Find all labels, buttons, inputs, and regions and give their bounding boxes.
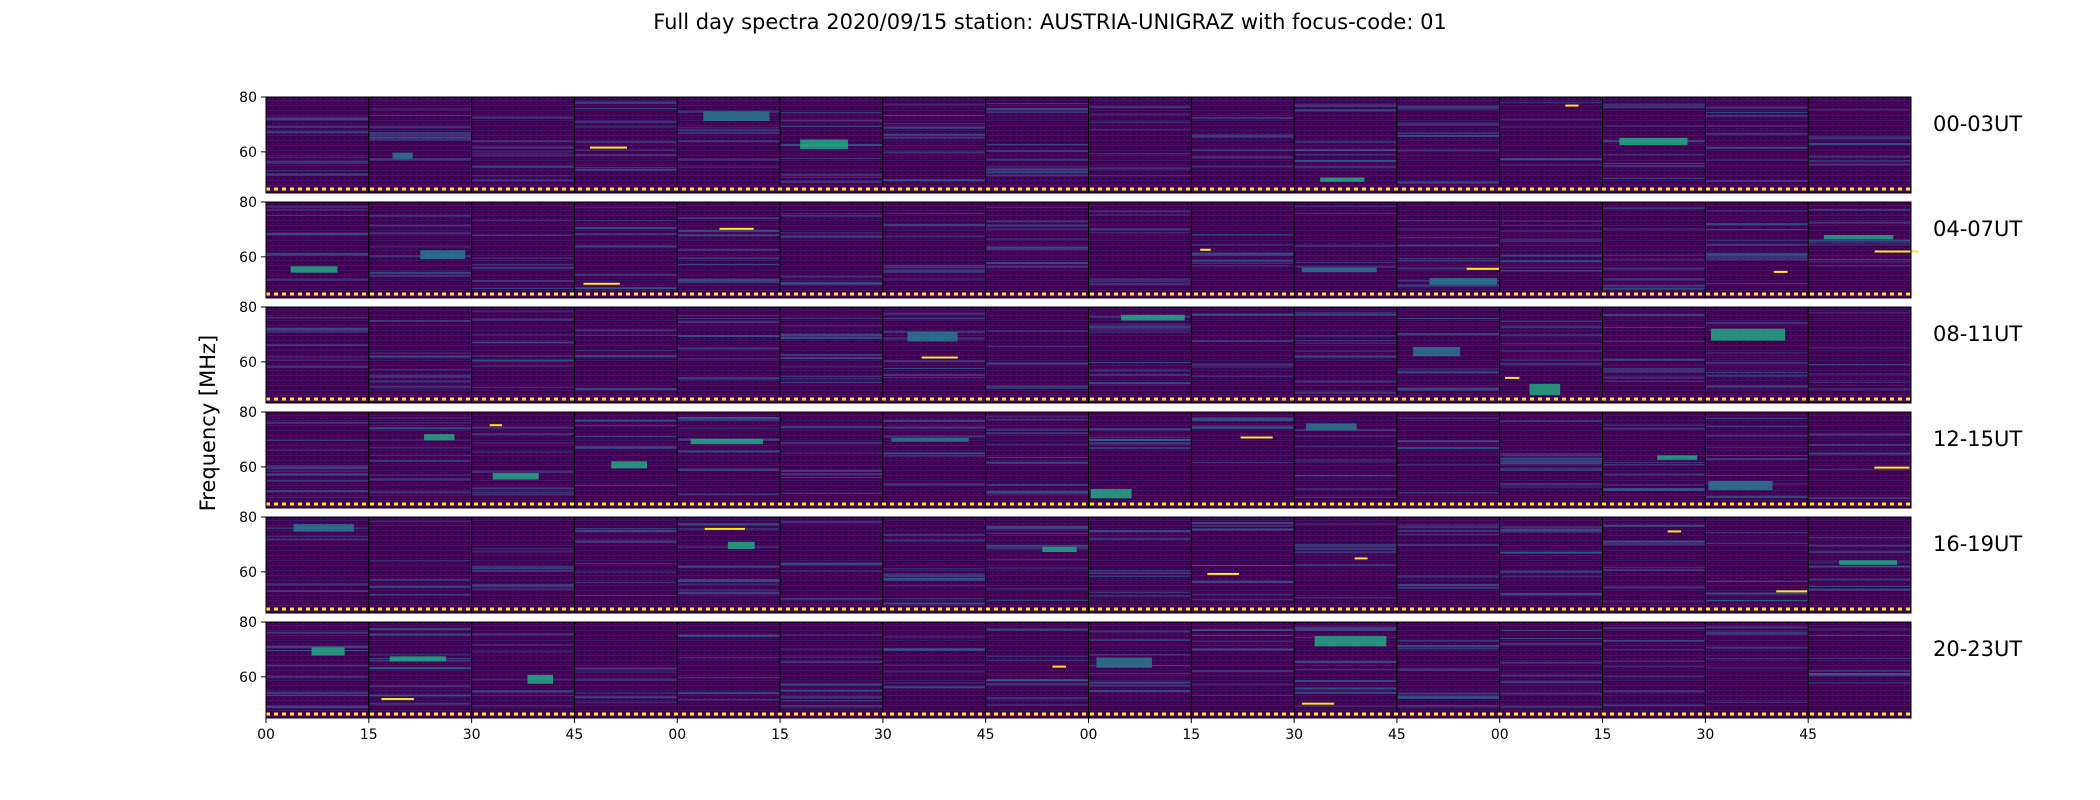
row-time-label: 16-19UT — [1933, 532, 2022, 556]
y-tick-label: 80 — [239, 615, 257, 631]
x-tick-label: 00 — [257, 727, 275, 743]
x-tick-label: 45 — [566, 727, 584, 743]
x-tick-label: 15 — [1594, 727, 1612, 743]
y-tick-label: 60 — [239, 355, 257, 371]
x-tick-label: 00 — [1491, 727, 1509, 743]
y-tick-label: 80 — [239, 405, 257, 421]
chart-title: Full day spectra 2020/09/15 station: AUS… — [653, 10, 1447, 34]
y-tick-label: 60 — [239, 670, 257, 686]
row-frame — [265, 201, 1912, 299]
row-time-label: 20-23UT — [1933, 637, 2022, 661]
y-tick-label: 80 — [239, 510, 257, 526]
row-frame — [265, 411, 1912, 509]
y-tick-label: 60 — [239, 460, 257, 476]
x-tick-label: 30 — [1696, 727, 1714, 743]
x-tick-label: 00 — [1080, 727, 1098, 743]
x-tick-label: 15 — [360, 727, 378, 743]
y-tick-label: 80 — [239, 90, 257, 106]
x-tick-label: 15 — [771, 727, 789, 743]
x-tick-label: 00 — [668, 727, 686, 743]
x-tick-label: 30 — [874, 727, 892, 743]
y-tick-label: 80 — [239, 300, 257, 316]
y-tick-label: 60 — [239, 145, 257, 161]
x-tick-label: 30 — [463, 727, 481, 743]
row-time-label: 00-03UT — [1933, 112, 2022, 136]
row-frame — [265, 306, 1912, 404]
x-tick-label: 45 — [977, 727, 995, 743]
row-time-label: 04-07UT — [1933, 217, 2022, 241]
row-time-label: 08-11UT — [1933, 322, 2022, 346]
x-tick-label: 30 — [1285, 727, 1303, 743]
y-tick-label: 60 — [239, 565, 257, 581]
row-frame — [265, 96, 1912, 194]
row-time-label: 12-15UT — [1933, 427, 2022, 451]
y-tick-label: 60 — [239, 250, 257, 266]
x-tick-label: 45 — [1388, 727, 1406, 743]
y-tick-label: 80 — [239, 195, 257, 211]
x-tick-label: 15 — [1182, 727, 1200, 743]
x-tick-label: 45 — [1799, 727, 1817, 743]
row-frame — [265, 516, 1912, 614]
